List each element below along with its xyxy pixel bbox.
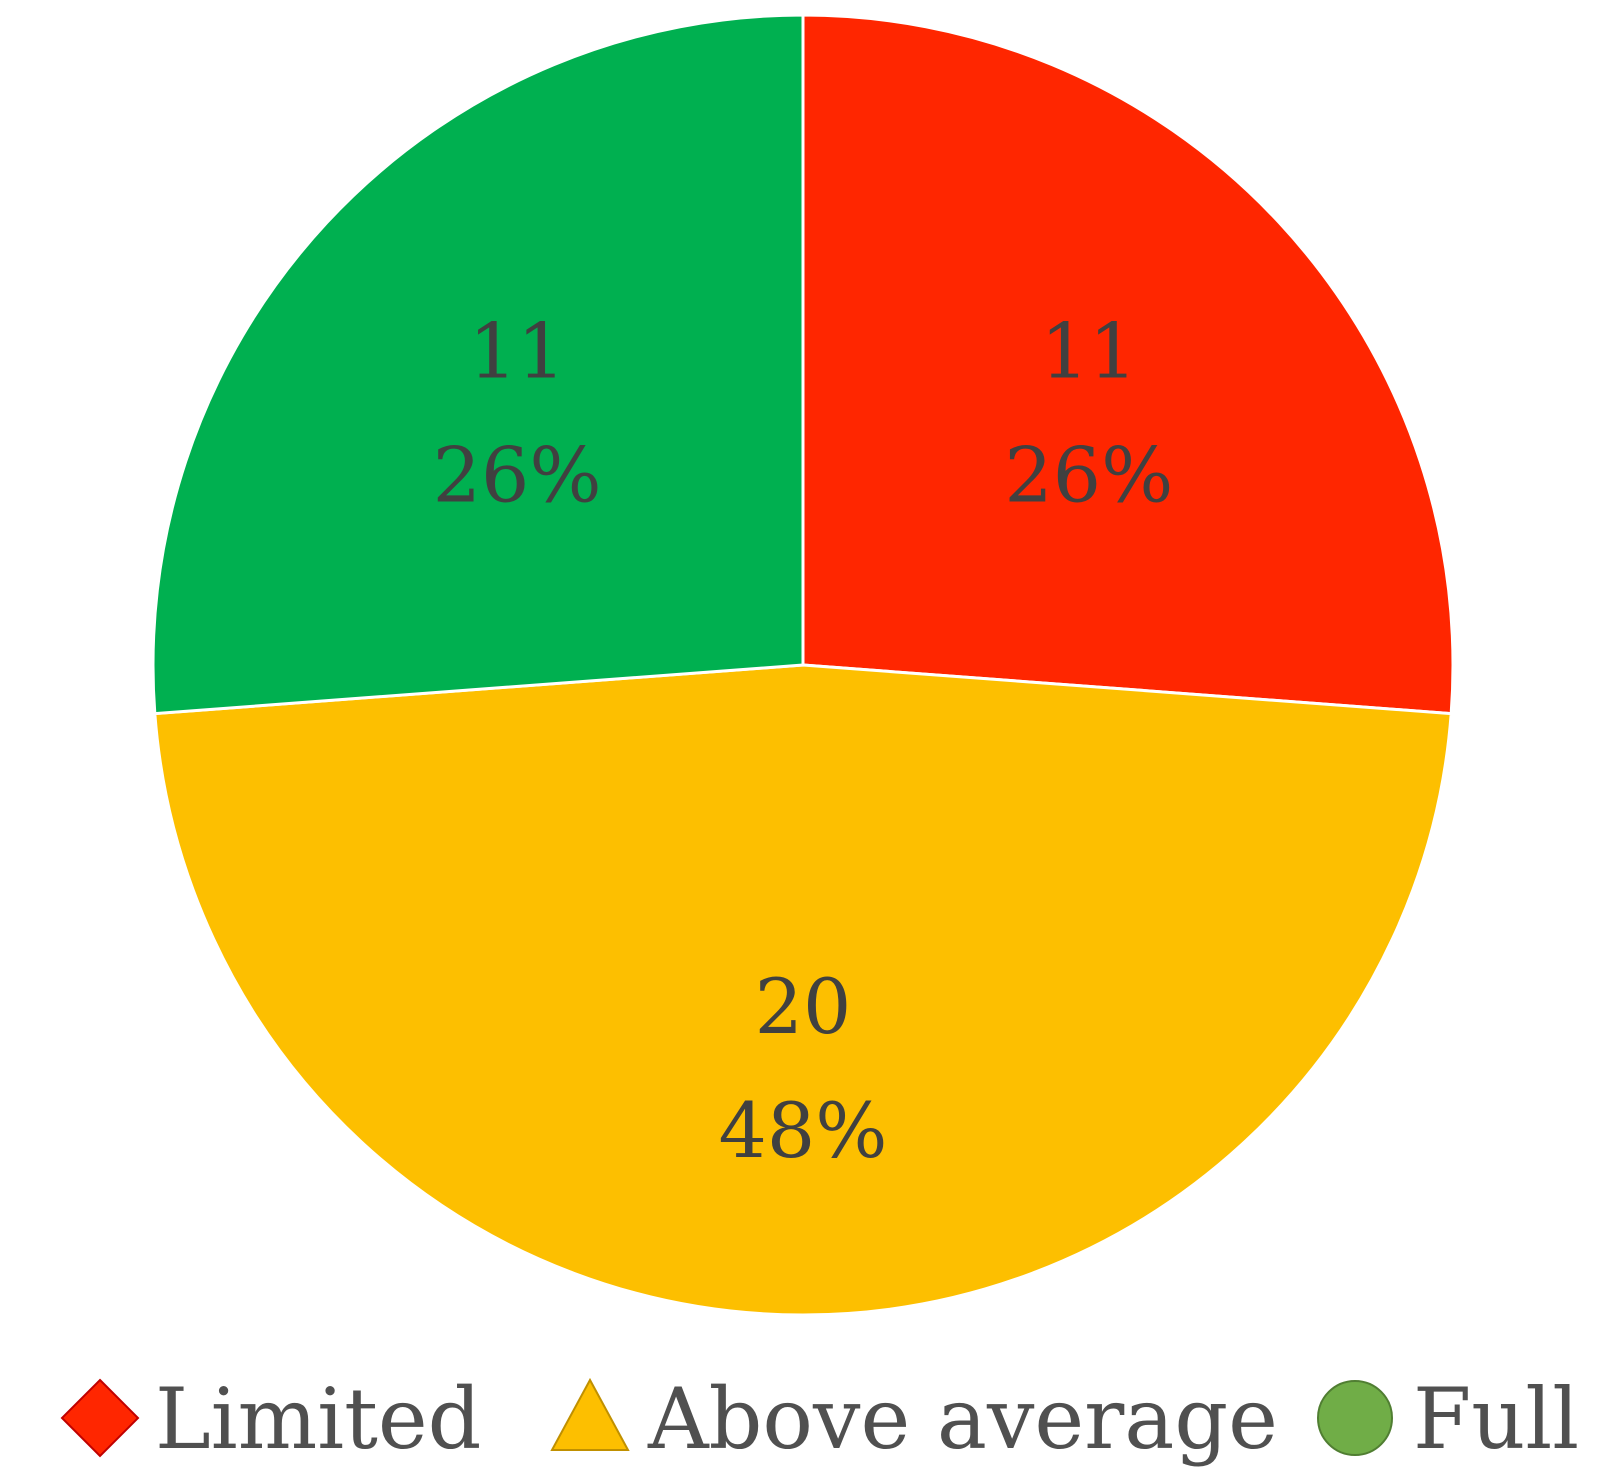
slice-value-label-full: 11 [469,307,566,396]
pie-slices [151,13,1455,1317]
legend-label-above-average: Above average [647,1370,1278,1468]
pie-slice-full [151,13,805,716]
legend-triangle-icon [550,1377,630,1451]
legend: Limited Above average Full [60,1370,1579,1468]
slice-percent-label-above-average: 48% [719,1086,888,1175]
slice-percent-label-full: 26% [433,431,602,520]
pie-slice-labels: 11 26% 20 48% 11 26% [433,307,1174,1175]
pie-slice-above-average [153,663,1453,1317]
legend-label-full: Full [1413,1370,1579,1468]
slice-percent-label-limited: 26% [1004,431,1173,520]
legend-label-limited: Limited [155,1370,481,1468]
legend-circle-icon [1317,1380,1393,1456]
pie-slice-limited [801,13,1455,716]
slice-value-label-limited: 11 [1041,307,1138,396]
legend-diamond-icon [60,1378,140,1458]
slice-value-label-above-average: 20 [755,962,852,1051]
